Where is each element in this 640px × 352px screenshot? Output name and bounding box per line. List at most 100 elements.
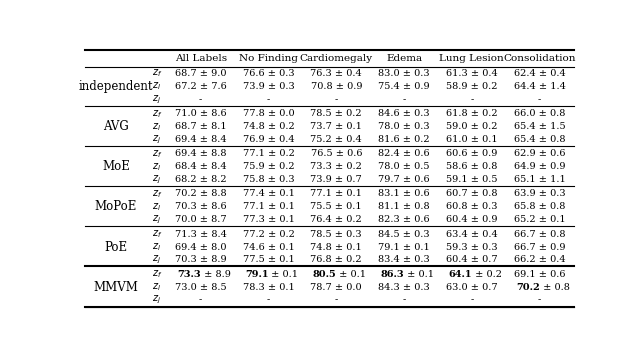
Text: -: -	[470, 95, 474, 104]
Text: 84.5 ± 0.3: 84.5 ± 0.3	[378, 230, 430, 239]
Text: Edema: Edema	[386, 54, 422, 63]
Text: MoE: MoE	[102, 160, 130, 173]
Text: 68.7 ± 8.1: 68.7 ± 8.1	[175, 122, 227, 131]
Text: 69.4 ± 8.8: 69.4 ± 8.8	[175, 149, 227, 158]
Text: 73.0 ± 8.5: 73.0 ± 8.5	[175, 283, 227, 292]
Text: -: -	[403, 296, 406, 304]
Text: 71.0 ± 8.6: 71.0 ± 8.6	[175, 109, 227, 118]
Text: 65.1 ± 1.1: 65.1 ± 1.1	[514, 175, 566, 184]
Text: -: -	[335, 95, 338, 104]
Text: MoPoE: MoPoE	[95, 200, 137, 213]
Text: 59.3 ± 0.3: 59.3 ± 0.3	[446, 243, 498, 252]
Text: $z_j$: $z_j$	[152, 174, 161, 186]
Text: 82.3 ± 0.6: 82.3 ± 0.6	[378, 215, 430, 224]
Text: 86.3: 86.3	[380, 270, 404, 279]
Text: 77.3 ± 0.1: 77.3 ± 0.1	[243, 215, 294, 224]
Text: AVG: AVG	[103, 120, 129, 133]
Text: Cardiomegaly: Cardiomegaly	[300, 54, 373, 63]
Text: 78.5 ± 0.2: 78.5 ± 0.2	[310, 109, 362, 118]
Text: 83.1 ± 0.6: 83.1 ± 0.6	[378, 189, 430, 199]
Text: Consolidation: Consolidation	[504, 54, 576, 63]
Text: -: -	[470, 296, 474, 304]
Text: $z_f$: $z_f$	[152, 228, 162, 240]
Text: 64.4 ± 1.4: 64.4 ± 1.4	[514, 82, 566, 91]
Text: ± 0.8: ± 0.8	[540, 283, 570, 292]
Text: 61.8 ± 0.2: 61.8 ± 0.2	[446, 109, 498, 118]
Text: 60.4 ± 0.9: 60.4 ± 0.9	[446, 215, 497, 224]
Text: $z_f$: $z_f$	[152, 108, 162, 120]
Text: 62.4 ± 0.4: 62.4 ± 0.4	[514, 69, 566, 78]
Text: 73.9 ± 0.7: 73.9 ± 0.7	[310, 175, 362, 184]
Text: 75.5 ± 0.1: 75.5 ± 0.1	[310, 202, 362, 212]
Text: 65.4 ± 0.8: 65.4 ± 0.8	[514, 135, 565, 144]
Text: 75.9 ± 0.2: 75.9 ± 0.2	[243, 162, 294, 171]
Text: 67.2 ± 7.6: 67.2 ± 7.6	[175, 82, 227, 91]
Text: ± 0.2: ± 0.2	[472, 270, 502, 279]
Text: $z_l$: $z_l$	[152, 281, 161, 293]
Text: $z_f$: $z_f$	[152, 188, 162, 200]
Text: 75.8 ± 0.3: 75.8 ± 0.3	[243, 175, 294, 184]
Text: 77.1 ± 0.1: 77.1 ± 0.1	[243, 202, 294, 212]
Text: All Labels: All Labels	[175, 54, 227, 63]
Text: 74.6 ± 0.1: 74.6 ± 0.1	[243, 243, 294, 252]
Text: ± 0.1: ± 0.1	[404, 270, 434, 279]
Text: 80.5: 80.5	[312, 270, 336, 279]
Text: 70.3 ± 8.6: 70.3 ± 8.6	[175, 202, 227, 212]
Text: 60.7 ± 0.8: 60.7 ± 0.8	[446, 189, 497, 199]
Text: 70.3 ± 8.9: 70.3 ± 8.9	[175, 256, 227, 264]
Text: ± 0.1: ± 0.1	[336, 270, 366, 279]
Text: 71.3 ± 8.4: 71.3 ± 8.4	[175, 230, 227, 239]
Text: 78.7 ± 0.0: 78.7 ± 0.0	[310, 283, 362, 292]
Text: 70.8 ± 0.9: 70.8 ± 0.9	[310, 82, 362, 91]
Text: 76.5 ± 0.6: 76.5 ± 0.6	[310, 149, 362, 158]
Text: 63.9 ± 0.3: 63.9 ± 0.3	[514, 189, 565, 199]
Text: 68.2 ± 8.2: 68.2 ± 8.2	[175, 175, 227, 184]
Text: 74.8 ± 0.2: 74.8 ± 0.2	[243, 122, 294, 131]
Text: 61.0 ± 0.1: 61.0 ± 0.1	[446, 135, 498, 144]
Text: $z_l$: $z_l$	[152, 121, 161, 133]
Text: 66.0 ± 0.8: 66.0 ± 0.8	[514, 109, 565, 118]
Text: 77.8 ± 0.0: 77.8 ± 0.0	[243, 109, 294, 118]
Text: $z_j$: $z_j$	[152, 294, 161, 306]
Text: 60.6 ± 0.9: 60.6 ± 0.9	[446, 149, 497, 158]
Text: 65.2 ± 0.1: 65.2 ± 0.1	[514, 215, 565, 224]
Text: $z_j$: $z_j$	[152, 133, 161, 146]
Text: 76.6 ± 0.3: 76.6 ± 0.3	[243, 69, 294, 78]
Text: 76.8 ± 0.2: 76.8 ± 0.2	[310, 256, 362, 264]
Text: -: -	[199, 95, 202, 104]
Text: $z_f$: $z_f$	[152, 268, 162, 280]
Text: No Finding: No Finding	[239, 54, 298, 63]
Text: 69.4 ± 8.0: 69.4 ± 8.0	[175, 243, 227, 252]
Text: 77.1 ± 0.2: 77.1 ± 0.2	[243, 149, 294, 158]
Text: 82.4 ± 0.6: 82.4 ± 0.6	[378, 149, 430, 158]
Text: -: -	[267, 296, 270, 304]
Text: 78.0 ± 0.5: 78.0 ± 0.5	[378, 162, 430, 171]
Text: 68.7 ± 9.0: 68.7 ± 9.0	[175, 69, 227, 78]
Text: 77.4 ± 0.1: 77.4 ± 0.1	[243, 189, 294, 199]
Text: $z_l$: $z_l$	[152, 241, 161, 253]
Text: $z_j$: $z_j$	[152, 93, 161, 106]
Text: 84.3 ± 0.3: 84.3 ± 0.3	[378, 283, 430, 292]
Text: 69.1 ± 0.6: 69.1 ± 0.6	[514, 270, 565, 279]
Text: 61.3 ± 0.4: 61.3 ± 0.4	[446, 69, 498, 78]
Text: 69.4 ± 8.4: 69.4 ± 8.4	[175, 135, 227, 144]
Text: PoE: PoE	[104, 240, 127, 253]
Text: -: -	[199, 296, 202, 304]
Text: $z_l$: $z_l$	[152, 201, 161, 213]
Text: 66.2 ± 0.4: 66.2 ± 0.4	[514, 256, 565, 264]
Text: 63.0 ± 0.7: 63.0 ± 0.7	[446, 283, 498, 292]
Text: 73.3 ± 0.2: 73.3 ± 0.2	[310, 162, 362, 171]
Text: 78.0 ± 0.3: 78.0 ± 0.3	[378, 122, 430, 131]
Text: 73.3: 73.3	[177, 270, 201, 279]
Text: 73.7 ± 0.1: 73.7 ± 0.1	[310, 122, 362, 131]
Text: 78.3 ± 0.1: 78.3 ± 0.1	[243, 283, 294, 292]
Text: 79.1 ± 0.1: 79.1 ± 0.1	[378, 243, 430, 252]
Text: independent: independent	[79, 80, 153, 93]
Text: 83.4 ± 0.3: 83.4 ± 0.3	[378, 256, 430, 264]
Text: $z_j$: $z_j$	[152, 214, 161, 226]
Text: 66.7 ± 0.9: 66.7 ± 0.9	[514, 243, 565, 252]
Text: 70.0 ± 8.7: 70.0 ± 8.7	[175, 215, 227, 224]
Text: -: -	[335, 296, 338, 304]
Text: 75.4 ± 0.9: 75.4 ± 0.9	[378, 82, 430, 91]
Text: $z_l$: $z_l$	[152, 81, 161, 93]
